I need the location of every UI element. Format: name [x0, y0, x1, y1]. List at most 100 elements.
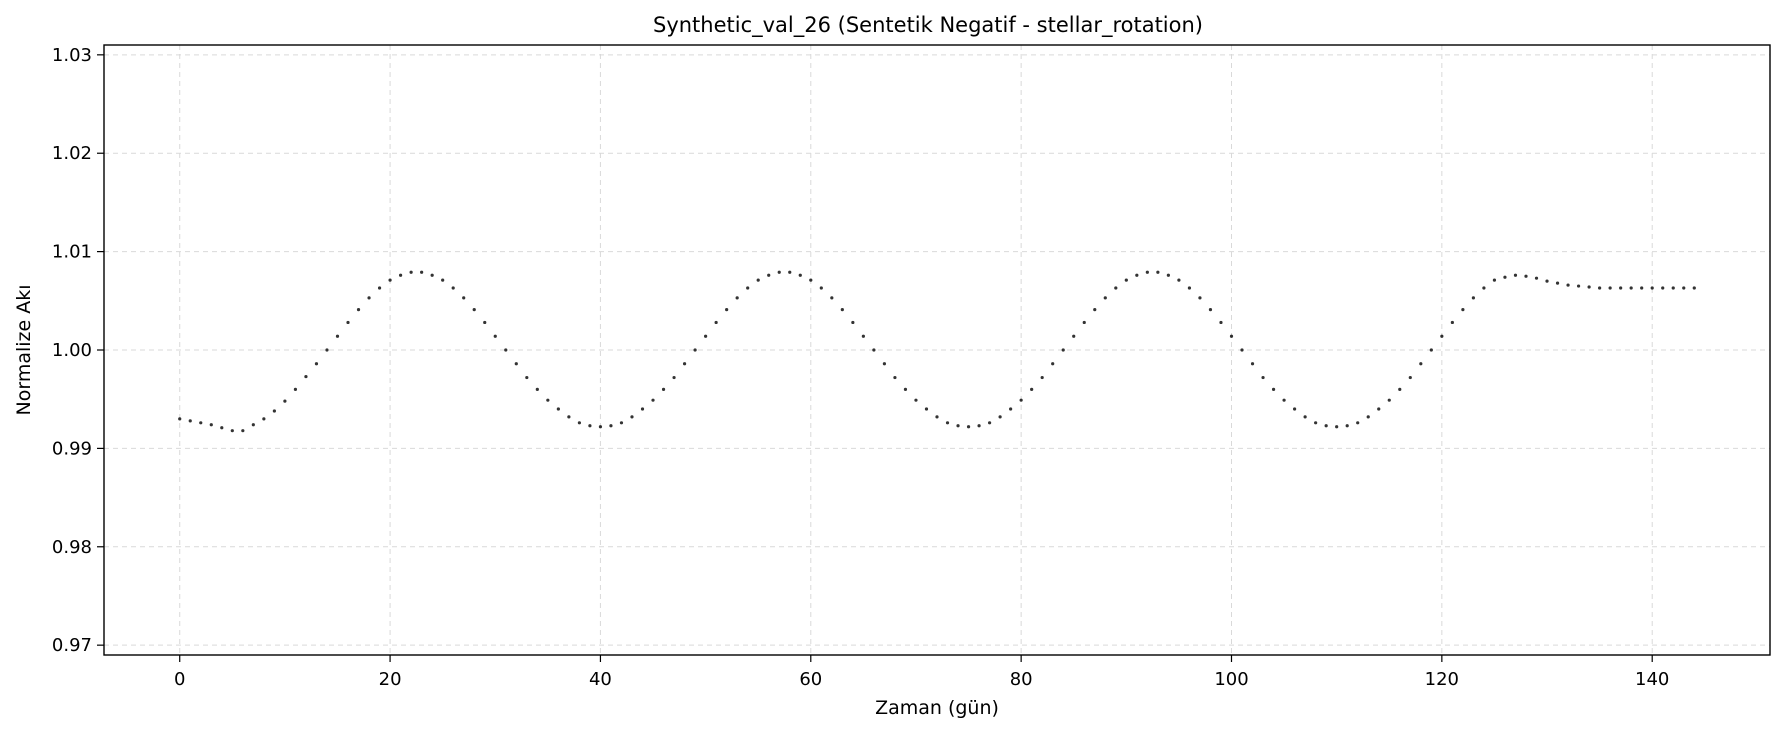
data-point: [420, 270, 424, 274]
data-point: [1229, 334, 1234, 338]
data-point: [798, 273, 802, 277]
data-point: [430, 273, 434, 277]
data-point: [1040, 375, 1044, 380]
data-point: [1009, 407, 1013, 411]
data-point: [966, 425, 971, 429]
data-point: [1250, 362, 1255, 366]
data-point: [588, 424, 592, 428]
data-point: [209, 423, 213, 427]
data-point: [1177, 278, 1181, 282]
data-point: [1324, 424, 1328, 428]
data-point: [493, 334, 497, 338]
data-point: [1051, 362, 1055, 366]
data-point: [914, 398, 918, 402]
data-point: [1450, 320, 1454, 325]
y-tick-label: 1.00: [52, 340, 92, 361]
data-point: [546, 398, 550, 402]
data-point: [735, 296, 739, 300]
data-point: [1682, 286, 1686, 290]
data-point: [409, 270, 413, 274]
x-axis-label: Zaman (gün): [875, 697, 999, 719]
x-tick-label: 0: [174, 669, 185, 690]
chart-title: Synthetic_val_26 (Sentetik Negatif - ste…: [653, 13, 1203, 38]
data-point: [504, 348, 508, 352]
data-point: [1598, 286, 1602, 290]
y-tick-label: 1.02: [52, 143, 92, 164]
data-point: [283, 399, 287, 403]
data-point: [483, 320, 487, 325]
data-point: [1545, 279, 1549, 283]
data-point: [725, 308, 729, 312]
data-point: [1513, 273, 1518, 277]
data-point: [241, 429, 245, 433]
data-point: [1114, 286, 1118, 290]
data-point: [1534, 276, 1539, 280]
data-point: [977, 424, 981, 428]
data-point: [598, 425, 603, 429]
data-point: [1019, 398, 1023, 402]
data-point: [924, 407, 929, 411]
data-point: [1576, 284, 1581, 288]
data-point: [1408, 375, 1412, 380]
data-point: [367, 296, 371, 300]
y-axis-ticks: 0.97 0.98 0.99 1.00 1.01 1.02 1.03: [52, 45, 104, 656]
data-point: [1082, 320, 1086, 325]
data-point: [1271, 387, 1276, 391]
data-point: [1640, 286, 1644, 290]
data-point: [1387, 398, 1391, 402]
data-point: [346, 320, 350, 325]
data-point: [1398, 387, 1402, 391]
data-point: [451, 286, 455, 290]
data-point: [262, 417, 266, 421]
data-point: [945, 421, 950, 425]
data-points: [178, 270, 1696, 433]
data-point: [1293, 407, 1297, 411]
data-point: [935, 415, 939, 419]
data-point: [1166, 273, 1170, 277]
data-point: [356, 308, 361, 312]
data-point: [377, 286, 382, 290]
y-tick-label: 0.99: [52, 438, 92, 459]
x-tick-label: 80: [1010, 669, 1033, 690]
data-point: [325, 348, 329, 352]
data-point: [672, 375, 676, 380]
data-point: [1145, 270, 1149, 274]
data-point: [1219, 320, 1223, 325]
data-point: [1555, 281, 1560, 285]
data-point: [840, 308, 844, 312]
data-point: [851, 320, 855, 325]
data-point: [1492, 278, 1497, 282]
data-point: [525, 375, 529, 380]
data-point: [1377, 407, 1381, 411]
data-point: [987, 421, 992, 425]
y-tick-label: 0.97: [52, 635, 92, 656]
data-point: [1198, 296, 1202, 300]
data-point: [1093, 308, 1097, 312]
data-point: [567, 415, 571, 419]
data-point: [893, 375, 897, 380]
data-point: [1335, 425, 1339, 429]
data-point: [1240, 348, 1244, 352]
data-point: [178, 417, 182, 421]
data-point: [861, 334, 865, 338]
data-point: [1619, 286, 1623, 290]
data-point: [462, 296, 466, 300]
data-point: [1524, 274, 1528, 278]
data-point: [556, 407, 560, 411]
data-point: [777, 270, 781, 274]
data-point: [1419, 362, 1423, 366]
data-point: [188, 419, 192, 423]
data-point: [398, 273, 403, 277]
data-point: [1608, 286, 1612, 290]
data-point: [1440, 334, 1444, 338]
data-point: [1503, 275, 1507, 279]
data-point: [272, 409, 276, 413]
data-point: [1314, 421, 1318, 425]
data-point: [199, 421, 203, 425]
data-point: [251, 423, 255, 427]
data-point: [1366, 415, 1370, 419]
data-point: [304, 374, 308, 379]
data-point: [630, 415, 634, 419]
data-point: [1661, 286, 1665, 290]
x-tick-label: 140: [1635, 669, 1669, 690]
